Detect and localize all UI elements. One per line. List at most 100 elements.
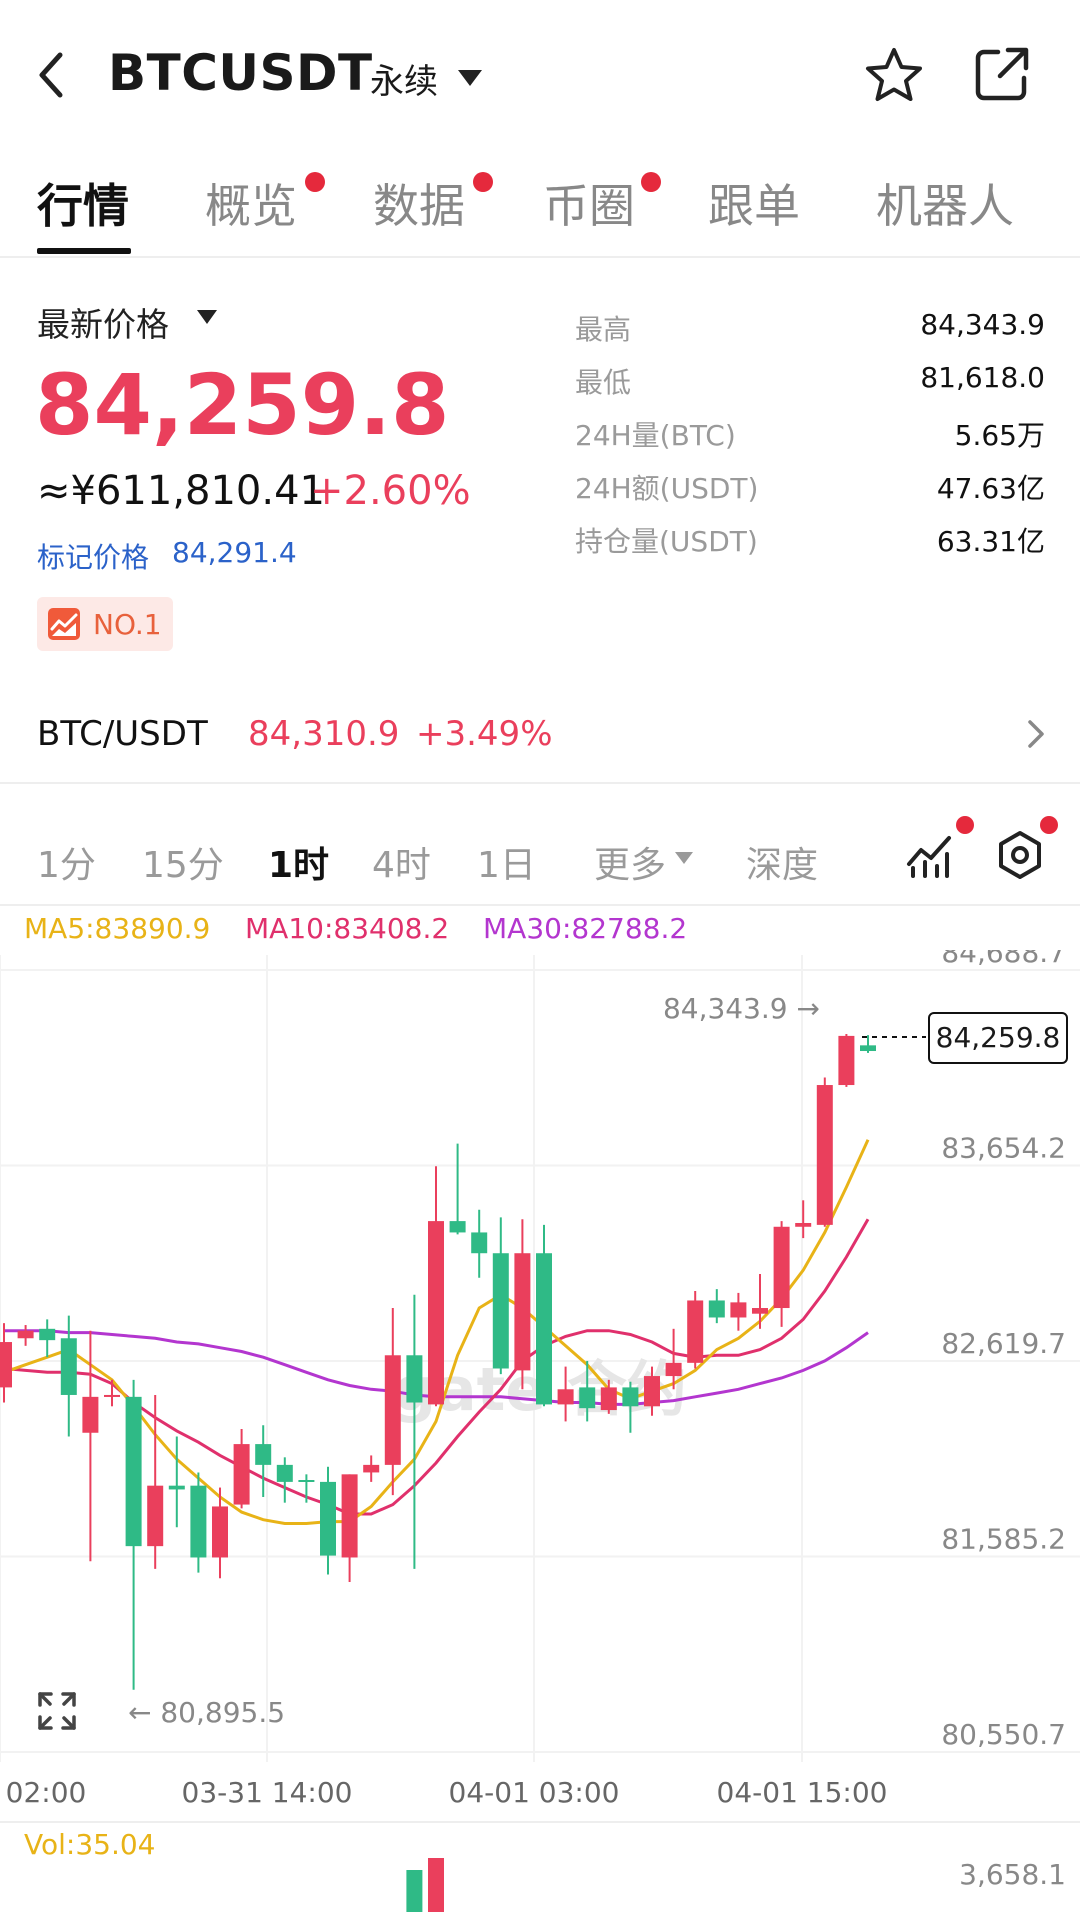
mark-price-value[interactable]: 84,291.4 (172, 536, 297, 569)
y-axis-tick-label: 82,619.7 (941, 1327, 1066, 1360)
mark-price-label[interactable]: 标记价格 (37, 541, 150, 574)
candle-body (816, 1085, 833, 1225)
interval-1m[interactable]: 1分 (37, 845, 96, 886)
candle-body (82, 1396, 99, 1433)
candle-body (579, 1387, 596, 1409)
y-axis-tick-label: 84,688.7 (941, 950, 1066, 969)
candle-body (190, 1485, 207, 1558)
star-icon[interactable] (862, 44, 926, 108)
page-title[interactable]: BTCUSDT (108, 44, 373, 102)
notification-dot (473, 172, 493, 192)
tab-overview[interactable]: 概览 (205, 179, 297, 233)
volume-bar (428, 1858, 444, 1912)
stat-row-turnover: 24H额(USDT) 47.63亿 (575, 467, 1045, 520)
last-price: 84,259.8 (35, 356, 450, 454)
interval-selector: 1分 15分 1时 4时 1日 更多 深度 (0, 816, 1080, 906)
candle-body (428, 1221, 444, 1405)
ma5-line (3, 1139, 870, 1525)
x-axis-tick-label: 04-01 03:00 (449, 1776, 620, 1809)
candle-body (60, 1338, 77, 1395)
notification-dot (305, 172, 325, 192)
share-icon[interactable] (972, 44, 1032, 104)
candle-body (104, 1394, 120, 1397)
ma10-value: MA10:83408.2 (245, 912, 450, 945)
candle-body (644, 1376, 660, 1407)
tab-copy-trading[interactable]: 跟单 (708, 179, 800, 233)
price-chart[interactable]: gate 合约 84,688.783,654.282,619.781,585.2… (0, 950, 1080, 1912)
main-tabs: 行情 概览 数据 币圈 跟单 机器人 (0, 160, 1080, 258)
stat-row-volume: 24H量(BTC) 5.65万 (575, 414, 1045, 467)
spot-price: 84,310.9 (248, 714, 400, 754)
rank-badge[interactable]: NO.1 (37, 597, 173, 651)
price-change-percent: +2.60% (310, 468, 471, 514)
candle-body (449, 1221, 466, 1233)
notification-dot (956, 816, 974, 834)
volume-tick: 3,658.1 (959, 1858, 1066, 1891)
trending-chart-icon (48, 608, 80, 640)
stat-row-low: 最低 81,618.0 (575, 361, 1045, 414)
stat-label: 最高 (575, 313, 632, 346)
stat-label: 24H额(USDT) (575, 472, 759, 505)
tab-bots[interactable]: 机器人 (876, 179, 1014, 233)
y-axis-tick-label: 80,550.7 (941, 1718, 1066, 1751)
interval-4h[interactable]: 4时 (372, 845, 431, 886)
tab-market[interactable]: 行情 (37, 179, 129, 233)
candle-body (492, 1253, 509, 1369)
tab-community[interactable]: 币圈 (543, 179, 635, 233)
notification-dot (641, 172, 661, 192)
candle-body (471, 1232, 488, 1254)
candle-body (730, 1302, 747, 1318)
x-axis-tick-label: 02:00 (6, 1776, 87, 1809)
current-price-tag: 84,259.8 (928, 1012, 1068, 1064)
top-bar: BTCUSDT 永续 (0, 0, 1080, 150)
high-price-label: 84,343.9 → (663, 992, 820, 1025)
ma-legend: MA5:83890.9 MA10:83408.2 MA30:82788.2 (0, 912, 1080, 952)
caret-down-icon[interactable] (455, 66, 485, 90)
interval-1d[interactable]: 1日 (477, 845, 536, 886)
indicator-icon[interactable] (905, 830, 955, 880)
x-axis-tick-label: 03-31 14:00 (182, 1776, 353, 1809)
candle-body (838, 1035, 855, 1086)
candle-body (536, 1253, 552, 1405)
candle-body (233, 1444, 250, 1505)
candle-body (752, 1308, 768, 1314)
x-axis-tick-label: 04-01 15:00 (717, 1776, 888, 1809)
candle-body (39, 1328, 56, 1341)
market-stats: 最高 84,343.9 最低 81,618.0 24H量(BTC) 5.65万 … (575, 308, 1045, 573)
stat-value: 47.63亿 (936, 472, 1045, 505)
candle-body (860, 1045, 876, 1052)
low-price-label: ← 80,895.5 (128, 1696, 285, 1729)
fullscreen-expand-icon[interactable] (36, 1690, 78, 1732)
volume-label: Vol:35.04 (24, 1828, 156, 1861)
candle-body (557, 1389, 574, 1405)
spot-change: +3.49% (416, 714, 553, 754)
price-type-label[interactable]: 最新价格 (37, 305, 169, 344)
caret-down-icon[interactable] (195, 307, 219, 327)
caret-down-icon[interactable] (674, 850, 694, 866)
candle-body (17, 1330, 34, 1339)
back-arrow-icon[interactable] (30, 45, 74, 105)
candle-body (125, 1396, 142, 1547)
interval-depth[interactable]: 深度 (746, 845, 819, 886)
interval-1h[interactable]: 1时 (268, 845, 330, 886)
interval-more[interactable]: 更多 (594, 845, 667, 886)
stat-value: 5.65万 (954, 419, 1045, 452)
active-tab-indicator (37, 248, 131, 254)
spot-market-link[interactable]: BTC/USDT 84,310.9 +3.49% (0, 680, 1080, 784)
candle-body (168, 1485, 185, 1490)
rank-text: NO.1 (93, 608, 162, 641)
ma30-value: MA30:82788.2 (483, 912, 688, 945)
settings-icon[interactable] (995, 830, 1045, 880)
stat-value: 63.31亿 (936, 525, 1045, 558)
y-axis-tick-label: 83,654.2 (941, 1132, 1066, 1165)
y-axis-tick-label: 81,585.2 (941, 1523, 1066, 1556)
candle-body (0, 1342, 12, 1388)
contract-type[interactable]: 永续 (370, 62, 438, 102)
candle-body (147, 1485, 164, 1547)
interval-15m[interactable]: 15分 (142, 845, 224, 886)
candle-body (773, 1226, 790, 1309)
candle-body (320, 1481, 336, 1556)
tab-data[interactable]: 数据 (373, 179, 465, 233)
candle-body (276, 1464, 293, 1482)
chevron-right-icon (1028, 720, 1044, 748)
